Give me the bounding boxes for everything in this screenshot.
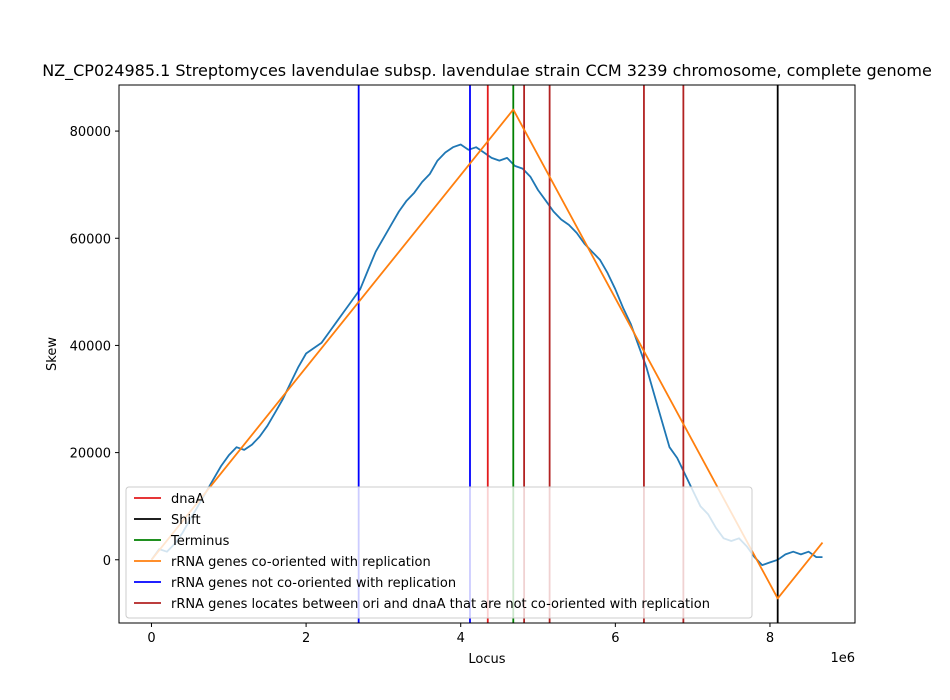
legend-label-co-oriented: rRNA genes co-oriented with replication bbox=[171, 555, 431, 570]
x-tick-label: 4 bbox=[457, 631, 465, 646]
y-tick-label: 0 bbox=[103, 554, 111, 569]
y-tick-label: 40000 bbox=[70, 339, 111, 354]
legend-label-not-co-oriented: rRNA genes not co-oriented with replicat… bbox=[171, 576, 456, 591]
legend-box bbox=[125, 486, 753, 619]
y-tick-label: 80000 bbox=[70, 125, 111, 140]
legend-label-terminus: Terminus bbox=[170, 534, 230, 549]
x-tick-label: 2 bbox=[302, 631, 310, 646]
plot-frame bbox=[118, 84, 856, 624]
legend-label-dnaA: dnaA bbox=[171, 492, 204, 507]
chart-title: NZ_CP024985.1 Streptomyces lavendulae su… bbox=[42, 61, 932, 81]
co-oriented-line bbox=[150, 108, 824, 600]
axis-ticks: 0 2 4 6 8 0 20000 40000 60000 80000 bbox=[70, 125, 774, 646]
x-tick-label: 6 bbox=[611, 631, 619, 646]
y-tick-label: 60000 bbox=[70, 232, 111, 247]
legend-label-between-ori-dnaA: rRNA genes locates between ori and dnaA … bbox=[171, 597, 710, 612]
x-axis-label: Locus bbox=[468, 652, 505, 667]
y-tick-label: 20000 bbox=[70, 447, 111, 462]
x-axis-offset-label: 1e6 bbox=[830, 651, 855, 666]
x-tick-label: 8 bbox=[766, 631, 774, 646]
legend: dnaA Shift Terminus rRNA genes co-oriented … bbox=[125, 486, 753, 619]
legend-label-shift: Shift bbox=[171, 513, 201, 528]
y-axis-label: Skew bbox=[45, 337, 60, 371]
x-tick-label: 0 bbox=[147, 631, 155, 646]
